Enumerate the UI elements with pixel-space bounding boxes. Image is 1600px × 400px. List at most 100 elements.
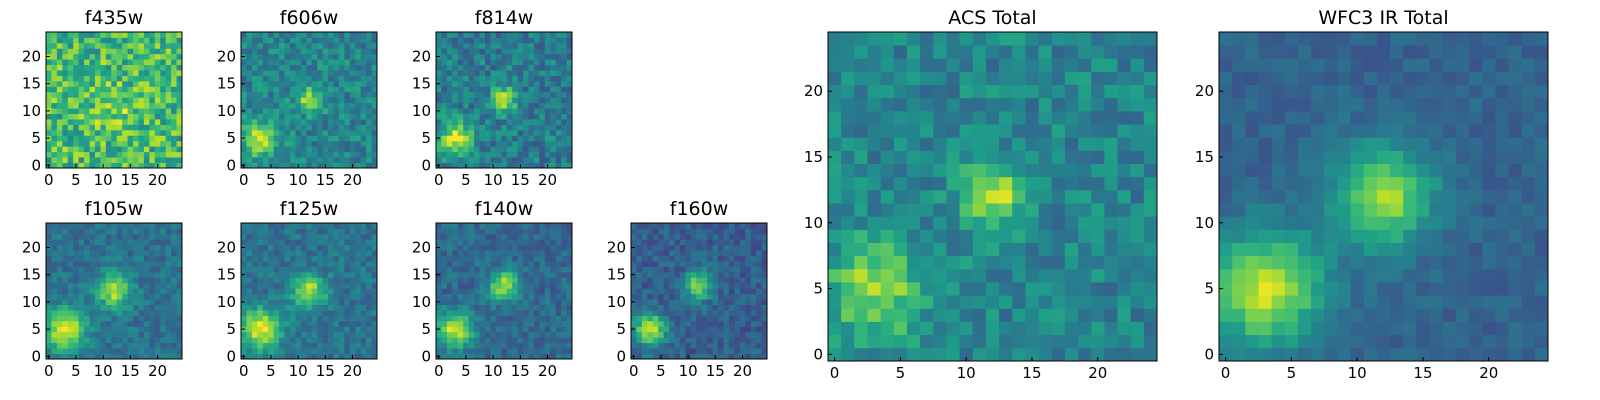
heatmap-cell <box>463 337 470 344</box>
heatmap-cell <box>241 310 247 316</box>
heatmap-cell <box>295 32 302 38</box>
heatmap-cell <box>122 277 128 284</box>
heatmap-cell <box>528 353 535 360</box>
heatmap-cell <box>257 331 264 338</box>
heatmap-cell <box>441 277 448 284</box>
heatmap-cell <box>360 250 367 257</box>
heatmap-cell <box>555 37 562 44</box>
heatmap-cell <box>893 321 908 336</box>
heatmap-cell <box>479 342 486 349</box>
heatmap-cell <box>539 108 546 114</box>
heatmap-cell <box>289 223 296 229</box>
heatmap-cell <box>241 304 247 311</box>
heatmap-cell <box>484 315 491 322</box>
x-tick-label: 10 <box>679 362 698 380</box>
heatmap-cell <box>718 223 724 229</box>
heatmap-cell <box>105 255 112 262</box>
heatmap-cell <box>555 326 562 333</box>
heatmap-cell <box>452 282 459 289</box>
heatmap-cell <box>533 124 540 131</box>
heatmap-cell <box>506 261 513 267</box>
heatmap-cell <box>501 113 508 120</box>
heatmap-cell <box>138 353 145 360</box>
heatmap-cell <box>906 163 921 178</box>
heatmap-cell <box>67 157 74 163</box>
heatmap-cell <box>46 228 52 235</box>
heatmap-cell <box>544 102 551 109</box>
heatmap-cell <box>122 315 128 322</box>
heatmap-cell <box>366 91 372 98</box>
heatmap-cell <box>490 255 497 262</box>
heatmap-cell <box>100 255 107 262</box>
heatmap-cell <box>517 124 524 131</box>
heatmap-cell <box>631 320 637 327</box>
heatmap-cell <box>761 331 768 338</box>
heatmap-cell <box>360 70 367 76</box>
heatmap-cell <box>707 282 713 289</box>
heatmap-cell <box>1064 150 1079 164</box>
heatmap-cell <box>946 282 960 296</box>
heatmap-cell <box>322 255 329 262</box>
heatmap-cell <box>111 70 118 76</box>
heatmap-cell <box>251 244 258 251</box>
heatmap-cell <box>561 277 567 284</box>
heatmap-cell <box>906 189 921 204</box>
heatmap-cell <box>355 53 362 60</box>
heatmap-cell <box>690 288 697 295</box>
heatmap-cell <box>171 97 177 104</box>
heatmap-cell <box>349 124 356 131</box>
heatmap-cell <box>669 299 675 305</box>
heatmap-cell <box>712 337 719 344</box>
heatmap-cell <box>468 299 475 305</box>
heatmap-cell <box>446 337 453 344</box>
heatmap-cell <box>279 228 285 235</box>
heatmap-cell <box>251 233 258 240</box>
x-tick-label: 15 <box>511 362 530 380</box>
heatmap-cell <box>1064 282 1079 296</box>
heatmap-cell <box>333 102 340 109</box>
heatmap-cell <box>317 250 323 257</box>
heatmap-cell <box>566 64 573 71</box>
heatmap-cell <box>154 337 161 344</box>
heatmap-cell <box>441 140 448 147</box>
heatmap-cell <box>251 250 258 257</box>
heatmap-cell <box>756 320 762 327</box>
heatmap-cell <box>355 293 362 300</box>
heatmap-cell <box>441 80 448 87</box>
heatmap-cell <box>474 337 480 344</box>
heatmap-cell <box>539 119 546 125</box>
heatmap-cell <box>111 299 118 305</box>
heatmap-cell <box>566 113 573 120</box>
heatmap-cell <box>436 86 442 93</box>
heatmap-cell <box>728 299 735 305</box>
heatmap-cell <box>441 113 448 120</box>
heatmap-cell <box>523 282 529 289</box>
heatmap-cell <box>273 320 280 327</box>
heatmap-cell <box>122 293 128 300</box>
heatmap-cell <box>550 157 557 163</box>
heatmap-cell <box>539 113 546 120</box>
heatmap-cell <box>268 37 275 44</box>
heatmap-cell <box>512 37 518 44</box>
heatmap-cell <box>946 189 960 204</box>
heatmap-cell <box>728 315 735 322</box>
heatmap-cell <box>506 233 513 240</box>
heatmap-cell <box>495 255 502 262</box>
heatmap-cell <box>84 135 90 142</box>
heatmap-cell <box>100 250 107 257</box>
heatmap-cell <box>550 228 557 235</box>
heatmap-cell <box>999 321 1013 336</box>
heatmap-cell <box>105 277 112 284</box>
heatmap-cell <box>268 32 275 38</box>
heatmap-cell <box>273 64 280 71</box>
heatmap-cell <box>663 293 670 300</box>
heatmap-cell <box>116 299 123 305</box>
heatmap-cell <box>46 86 52 93</box>
heatmap-cell <box>306 288 313 295</box>
y-tick-label: 20 <box>217 47 236 65</box>
heatmap-cell <box>512 223 518 229</box>
heatmap-cell <box>171 239 177 246</box>
heatmap-cell <box>728 244 735 251</box>
heatmap-cell <box>111 261 118 267</box>
heatmap-cell <box>371 119 378 125</box>
